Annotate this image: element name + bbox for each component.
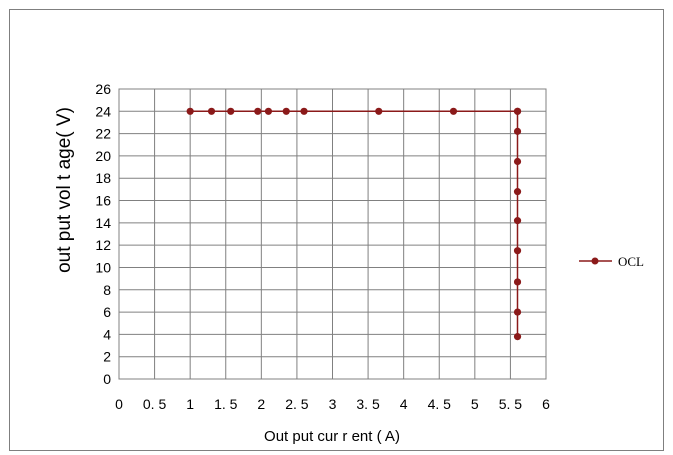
data-point xyxy=(513,247,522,255)
data-point xyxy=(513,217,522,225)
grid xyxy=(118,88,547,380)
data-point xyxy=(375,107,383,115)
series-line-ocl xyxy=(190,110,519,337)
y-tick-label: 20 xyxy=(95,148,111,164)
y-tick-label: 14 xyxy=(95,215,111,231)
x-tick-label: 6 xyxy=(542,396,550,412)
data-point xyxy=(254,107,262,115)
x-tick-label: 3. 5 xyxy=(356,396,380,412)
data-point xyxy=(264,107,273,115)
chart-frame xyxy=(9,9,664,451)
x-tick-label: 1. 5 xyxy=(214,396,238,412)
x-tick-label: 4. 5 xyxy=(428,396,452,412)
data-point xyxy=(513,188,522,196)
data-point xyxy=(282,107,290,115)
y-tick-label: 0 xyxy=(103,371,111,387)
data-point xyxy=(300,107,308,115)
x-axis-title: Out put cur r ent ( A) xyxy=(264,428,400,445)
x-tick-label: 5. 5 xyxy=(499,396,523,412)
legend-marker-ocl xyxy=(591,257,599,265)
y-tick-label: 12 xyxy=(95,237,111,253)
data-point xyxy=(207,107,216,115)
data-point xyxy=(513,333,522,341)
series-layer xyxy=(186,107,522,341)
data-point xyxy=(513,278,522,286)
legend-label-ocl: OCL xyxy=(618,254,644,269)
data-point xyxy=(186,107,194,115)
plot-area xyxy=(118,88,547,380)
y-tick-label: 26 xyxy=(95,81,111,97)
legend: OCL xyxy=(579,254,644,269)
y-tick-label: 2 xyxy=(103,349,111,365)
x-tick-label: 0. 5 xyxy=(143,396,167,412)
x-tick-label: 4 xyxy=(400,396,408,412)
y-tick-label: 22 xyxy=(95,126,111,142)
data-point xyxy=(513,107,522,115)
x-tick-label: 3 xyxy=(329,396,337,412)
x-tick-label: 2 xyxy=(257,396,265,412)
y-tick-label: 6 xyxy=(103,304,111,320)
data-point xyxy=(513,308,522,316)
x-tick-label: 0 xyxy=(115,396,123,412)
data-point xyxy=(513,127,522,135)
x-tick-label: 5 xyxy=(471,396,479,412)
data-point xyxy=(449,107,458,115)
y-tick-label: 8 xyxy=(103,282,111,298)
data-point xyxy=(513,157,522,166)
y-tick-label: 4 xyxy=(103,326,111,342)
x-tick-label: 2. 5 xyxy=(285,396,309,412)
y-axis-title: out put vol t age( V) xyxy=(54,107,75,273)
y-tick-label: 10 xyxy=(95,259,111,275)
x-tick-label: 1 xyxy=(186,396,194,412)
y-tick-label: 24 xyxy=(95,103,111,119)
data-point xyxy=(227,107,235,115)
y-tick-label: 18 xyxy=(95,170,111,186)
x-tick-labels: 0 0. 5 1 1. 5 2 2. 5 3 3. 5 4 4. 5 5 5. 5 6 xyxy=(115,396,550,412)
y-tick-label: 16 xyxy=(95,193,111,209)
